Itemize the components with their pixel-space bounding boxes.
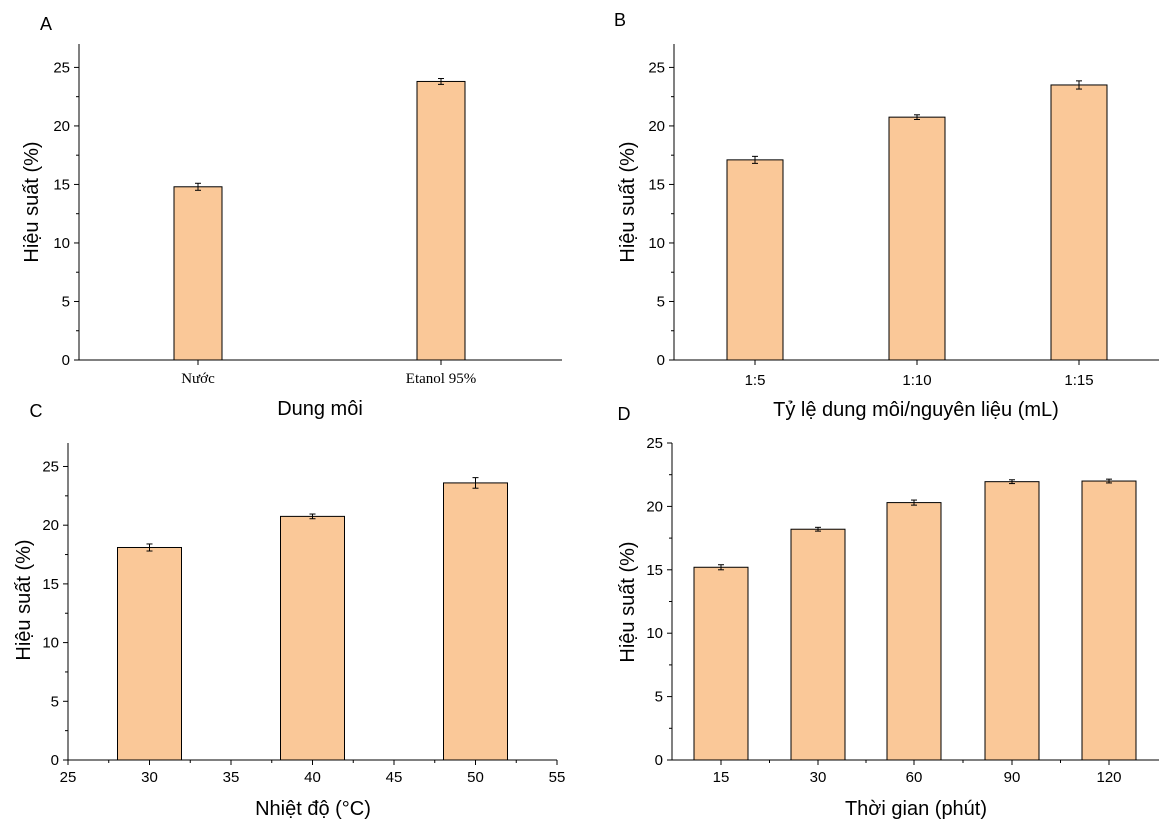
x-tick-label: Etanol 95%	[406, 371, 476, 387]
y-tick-label: 5	[62, 293, 70, 310]
y-tick-label: 0	[657, 352, 665, 369]
bar	[1081, 480, 1137, 761]
bar	[280, 515, 345, 761]
y-tick-label: 10	[646, 625, 663, 642]
x-tick-label: 55	[549, 769, 566, 786]
x-axis-label: Nhiệt độ (°C)	[255, 798, 371, 820]
chart-panel-a: A 0 5 10 15 20 25 Nước Etanol 95% Dung môi Hiệu su…	[21, 14, 562, 420]
chart-panel-c: C 0 5 10 15 20 25 25 30 35 40 45 50 55 Nhiệt độ (°C) Hi…	[13, 401, 565, 820]
y-tick-label: 10	[648, 235, 665, 252]
x-tick-label: 30	[810, 769, 827, 786]
x-tick-label: Nước	[181, 371, 215, 387]
x-tick-label: 1:10	[902, 372, 931, 389]
bar	[886, 502, 942, 761]
x-tick-label: 1:15	[1064, 372, 1093, 389]
y-axis-label: Hiệu suất (%)	[21, 141, 43, 262]
y-tick-label: 0	[51, 752, 59, 769]
x-tick-label: 25	[60, 769, 77, 786]
y-tick-label: 15	[42, 576, 59, 593]
bar	[443, 482, 508, 761]
y-tick-label: 10	[42, 635, 59, 652]
y-tick-label: 10	[53, 235, 70, 252]
y-tick-label: 25	[646, 435, 663, 452]
y-tick-label: 15	[53, 176, 70, 193]
y-tick-label: 5	[655, 689, 663, 706]
bar	[726, 159, 784, 361]
panel-letter: A	[40, 14, 52, 34]
bar	[984, 481, 1040, 761]
x-tick-label: 120	[1096, 769, 1121, 786]
y-tick-label: 0	[62, 352, 70, 369]
x-tick-label: 40	[304, 769, 321, 786]
bar	[693, 566, 749, 761]
x-tick-label: 35	[223, 769, 240, 786]
y-tick-label: 25	[648, 59, 665, 76]
x-axis-label: Thời gian (phút)	[845, 798, 987, 820]
bar	[888, 116, 946, 361]
bar	[117, 546, 182, 761]
x-tick-label: 60	[906, 769, 923, 786]
y-tick-label: 0	[655, 752, 663, 769]
y-tick-label: 20	[53, 118, 70, 135]
x-tick-label: 30	[141, 769, 158, 786]
x-tick-label: 1:5	[745, 372, 766, 389]
y-tick-label: 25	[53, 59, 70, 76]
bar	[790, 528, 846, 761]
y-tick-label: 5	[51, 693, 59, 710]
x-tick-label: 90	[1004, 769, 1021, 786]
x-tick-label: 50	[467, 769, 484, 786]
y-axis-label: Hiệu suất (%)	[13, 539, 35, 660]
chart-panel-d: D 0 5 10 15 20 25 15 30 60 90 120 Thời gian (phút) Hi…	[617, 404, 1159, 820]
y-tick-label: 20	[42, 517, 59, 534]
y-axis-label: Hiệu suất (%)	[617, 541, 639, 662]
y-axis-label: Hiệu suất (%)	[617, 141, 639, 262]
y-tick-label: 15	[648, 176, 665, 193]
bar	[416, 80, 466, 361]
chart-panel-b: B 0 5 10 15 20 25 1:5 1:10 1:15 Tỷ lệ dung môi/ngu…	[614, 10, 1159, 421]
y-tick-label: 5	[657, 293, 665, 310]
y-tick-label: 20	[646, 498, 663, 515]
x-tick-label: 15	[713, 769, 730, 786]
bar	[1050, 84, 1108, 361]
x-axis-label: Dung môi	[277, 398, 363, 420]
panel-letter: D	[618, 404, 631, 424]
panel-letter: B	[614, 10, 626, 30]
panel-letter: C	[30, 401, 43, 421]
x-tick-label: 45	[386, 769, 403, 786]
y-tick-label: 20	[648, 118, 665, 135]
y-tick-label: 15	[646, 562, 663, 579]
y-tick-label: 25	[42, 458, 59, 475]
bar	[173, 186, 223, 361]
x-axis-label: Tỷ lệ dung môi/nguyên liệu (mL)	[773, 399, 1059, 421]
